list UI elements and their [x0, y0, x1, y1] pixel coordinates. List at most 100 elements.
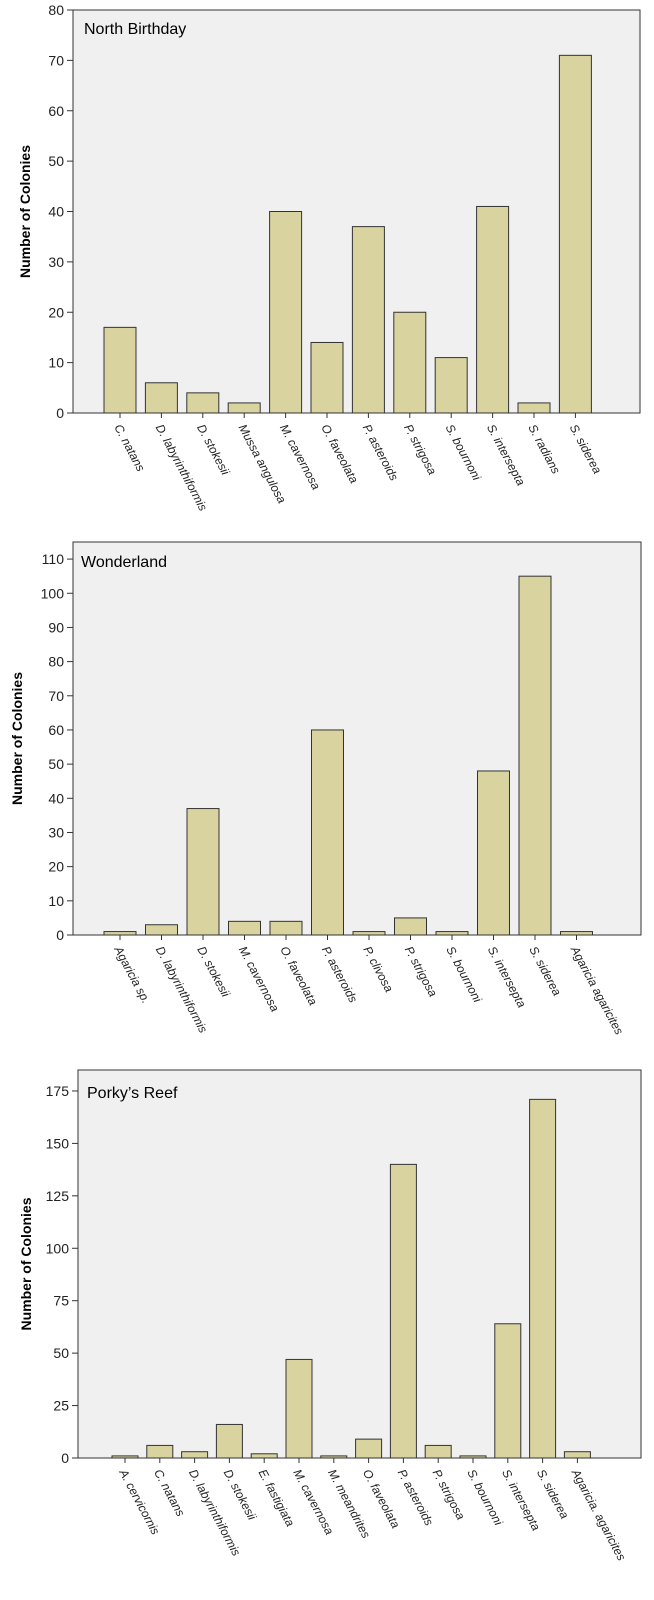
y-tick-label: 90 [48, 619, 64, 635]
chart-wonderland: Wonderland Number of Colonies 0 10 20 30 40 50 6… [0, 530, 654, 1050]
chart-title: Wonderland [81, 554, 167, 571]
y-tick-label: 100 [41, 585, 65, 601]
y-tick-label: 175 [46, 1083, 70, 1099]
bar [145, 924, 178, 936]
x-tick-label: C. natans [111, 422, 147, 474]
chart-svg-porkys-reef: Porky’s Reef Number of Colonies 0 25 50 75 100… [18, 1069, 642, 1563]
bar [285, 1358, 313, 1459]
bar [352, 931, 386, 936]
bar [310, 341, 344, 414]
chart-svg-north-birthday: North Birthday Number of Colonies 0 10 20 30 4… [17, 2, 641, 513]
x-tick-label: M. cavernosa [277, 422, 323, 492]
x-tick-label: D. stokesii [221, 1467, 260, 1523]
y-axis-label: Number of Colonies [18, 1197, 34, 1330]
x-tick-label: E. fastigiata [256, 1467, 298, 1529]
x-tick-label: P. strigosa [401, 422, 439, 478]
bar [518, 575, 552, 936]
y-tick-label: 80 [48, 654, 64, 670]
plot-area [77, 1069, 642, 1459]
x-tick-label: O. faveolata [318, 422, 361, 486]
y-tick-label: 0 [61, 1450, 69, 1466]
y-tick-label: 70 [48, 688, 64, 704]
bar [103, 326, 137, 414]
bar [227, 402, 261, 414]
chart-porkys-reef: Porky’s Reef Number of Colonies 0 25 50 75 100… [0, 1060, 654, 1595]
x-tick-label: P. clivosa [360, 944, 396, 995]
y-tick-label: 0 [56, 927, 64, 943]
y-tick-label: 60 [48, 103, 64, 119]
bar [355, 1438, 383, 1459]
chart-north-birthday: North Birthday Number of Colonies 0 10 20 30 4… [0, 0, 654, 520]
x-tick-label: Agaricia agaricites [567, 943, 626, 1037]
y-tick-label: 10 [48, 893, 64, 909]
bar [477, 770, 510, 936]
x-tick-label: D. stokesii [194, 944, 233, 1000]
bar [560, 931, 593, 936]
x-tick-label: S. bournoni [443, 944, 484, 1005]
y-tick-label: 80 [48, 2, 64, 18]
bar [144, 382, 178, 414]
y-tick-label: 75 [53, 1293, 69, 1309]
y-tick-label: 150 [46, 1135, 70, 1151]
x-tick-label: S. intersepta [485, 944, 529, 1010]
bar [476, 205, 510, 414]
y-tick-label: 10 [48, 355, 64, 371]
x-tick-label: S. siderea [534, 1467, 572, 1522]
x-tick-label: S. siderea [526, 944, 564, 999]
x-tick-label: Agaricia sp. [111, 943, 153, 1006]
bar [351, 226, 385, 414]
bar [111, 1455, 139, 1459]
x-tick-label: D. stokesii [194, 422, 233, 478]
bar [558, 54, 592, 414]
x-tick-label: Agaricia. agaricites [568, 1466, 628, 1563]
y-tick-label: 40 [48, 790, 64, 806]
bar [186, 392, 220, 414]
y-tick-label: 50 [48, 756, 64, 772]
x-tick-label: P. asteroids [319, 944, 360, 1005]
y-tick-label: 20 [48, 304, 64, 320]
y-tick-label: 50 [53, 1345, 69, 1361]
y-tick-label: 60 [48, 722, 64, 738]
y-axis-label: Number of Colonies [9, 672, 25, 805]
bar [103, 931, 137, 936]
x-tick-label: S. bournoni [464, 1467, 505, 1528]
bar [517, 402, 551, 414]
bar [215, 1423, 243, 1459]
bar [181, 1451, 209, 1459]
y-tick-label: 25 [53, 1398, 69, 1414]
x-tick-label: P. strigosa [430, 1467, 468, 1523]
y-tick-label: 40 [48, 204, 64, 220]
y-tick-label: 100 [46, 1240, 70, 1256]
x-tick-label: P. asteroids [360, 422, 401, 483]
bar [394, 917, 427, 936]
y-tick-label: 110 [42, 551, 65, 567]
bar [146, 1444, 174, 1459]
y-tick-label: 20 [48, 859, 64, 875]
y-tick-label: 50 [48, 153, 64, 169]
bar [529, 1098, 557, 1459]
bar [269, 211, 303, 414]
x-tick-label: S. bournoni [443, 422, 484, 483]
bar [311, 729, 344, 936]
bar [424, 1444, 452, 1459]
bar [269, 920, 303, 936]
y-tick-label: 70 [48, 52, 64, 68]
bar [228, 920, 261, 936]
x-tick-label: S. siderea [567, 422, 605, 477]
bar [563, 1451, 591, 1459]
y-tick-label: 30 [48, 824, 64, 840]
x-tick-label: S. radians [525, 422, 563, 476]
plot-area [72, 541, 642, 936]
x-tick-label: O. faveolata [277, 944, 320, 1008]
chart-svg-wonderland: Wonderland Number of Colonies 0 10 20 30 40 50 6… [9, 541, 642, 1037]
bar [459, 1455, 487, 1459]
y-tick-label: 0 [56, 405, 64, 421]
x-tick-label: S. intersepta [484, 422, 528, 488]
x-tick-label: P. strigosa [402, 944, 440, 1000]
bar [389, 1163, 417, 1459]
bar [186, 808, 220, 936]
bar [494, 1323, 522, 1459]
y-tick-label: 30 [48, 254, 64, 270]
chart-title: North Birthday [84, 21, 186, 38]
x-tick-label: C. natans [151, 1467, 187, 1519]
